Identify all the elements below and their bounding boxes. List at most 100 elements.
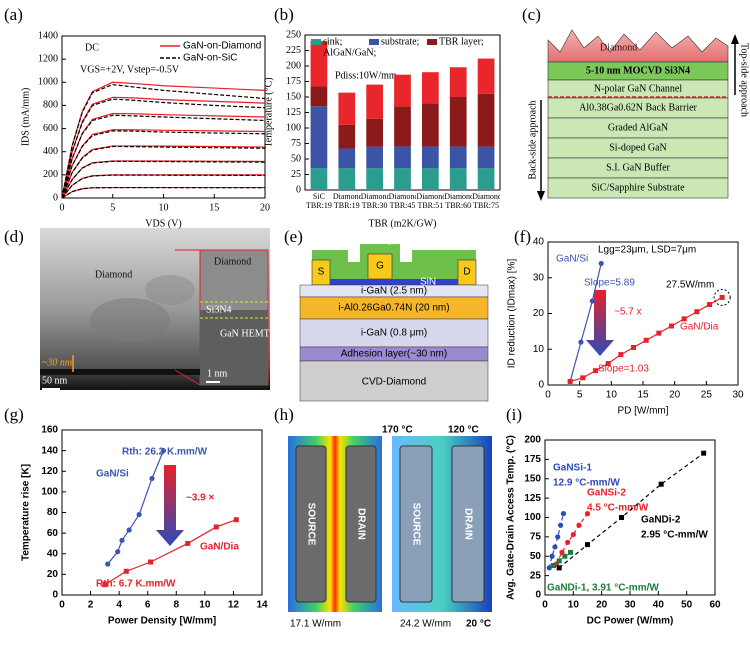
approach-label: Top-side approach xyxy=(739,43,750,117)
layer-label: Al0.38Ga0.62N Back Barrier xyxy=(579,102,697,113)
y-axis-label: IDS (mA/mm) xyxy=(20,88,31,147)
point xyxy=(585,542,590,548)
point xyxy=(213,524,219,530)
thermal-images: 170 °C 120 °C SOURCE DRAIN SOURCE DRAIN … xyxy=(288,425,492,630)
panel-label: (b) xyxy=(274,5,294,24)
bar-segment xyxy=(366,146,383,169)
point xyxy=(658,481,664,487)
iv-curve xyxy=(61,160,266,199)
bar-segment xyxy=(394,74,411,107)
x-tick-label: 20 xyxy=(260,202,270,213)
point xyxy=(115,549,121,555)
y-tick-label: 25 xyxy=(291,169,301,180)
x-tick-label: Diamond TBR:75 xyxy=(472,192,500,210)
legend-swatch xyxy=(311,39,321,45)
point xyxy=(565,539,571,545)
x-tick-label-box: SiC TBR:19 xyxy=(306,192,332,210)
temperature-label: 120 °C xyxy=(448,425,479,436)
y-tick-label: 200 xyxy=(43,169,58,180)
layer-label: Graded AlGaN xyxy=(608,122,668,133)
point xyxy=(669,323,674,329)
device-cross-section: SiN S G D SiN i-GaN (2.5 nm) i-Al0.26Ga0… xyxy=(299,237,489,402)
iv-curve xyxy=(61,174,266,199)
y-tick-label: 200 xyxy=(286,60,301,71)
y-axis-label: Avg. Gate-Drain Access Temp. (°C) xyxy=(506,435,517,600)
pad-label: DRAIN xyxy=(355,508,366,540)
bar-segment xyxy=(310,168,328,190)
pad-label: SOURCE xyxy=(410,503,421,546)
x-tick-label: 0 xyxy=(542,600,548,611)
x-tick-label: 15 xyxy=(209,202,219,213)
bar-segment xyxy=(338,92,356,125)
source-pad xyxy=(399,445,433,603)
x-tick-label-box: Diamond TBR:45 xyxy=(389,192,417,210)
annotation: Rth: 6.7 K.mm/W xyxy=(96,579,176,590)
series-line xyxy=(553,551,571,567)
point xyxy=(560,511,567,517)
y-tick-label: 1000 xyxy=(38,77,58,88)
x-tick-label: 30 xyxy=(624,600,636,611)
x-tick-label: 40 xyxy=(653,600,665,611)
point xyxy=(598,260,604,267)
x-tick-label: 0 xyxy=(59,600,65,611)
tem-label: ~30 nm xyxy=(42,357,72,368)
bar-segment xyxy=(394,106,411,147)
point xyxy=(568,549,573,555)
x-tick-label: 4 xyxy=(116,600,122,611)
point xyxy=(580,375,586,381)
contact-label: D xyxy=(463,267,470,278)
point xyxy=(546,565,552,571)
point xyxy=(567,378,573,384)
y-tick-label: 30 xyxy=(533,272,545,283)
point xyxy=(701,450,707,456)
iv-curve xyxy=(61,160,266,199)
x-tick-label-box: Diamond TBR:75 xyxy=(472,192,500,210)
texture xyxy=(90,298,170,342)
legend-label: TBR layer; xyxy=(439,36,484,47)
y-tick-label: 40 xyxy=(533,237,545,248)
iv-curve xyxy=(61,81,266,199)
series-line xyxy=(555,513,588,565)
y-tick-label: 80 xyxy=(47,507,59,518)
approach-label: Back-side approach xyxy=(527,100,538,179)
annotation: 4.5 °C-mm/W xyxy=(587,503,649,514)
panel-label: (c) xyxy=(522,5,541,24)
tem-label: Diamond xyxy=(214,256,251,267)
y-tick-label: 0 xyxy=(53,192,58,203)
layer-label: SiN xyxy=(386,237,402,248)
point xyxy=(578,339,584,345)
x-tick-label: Diamond TBR:30 xyxy=(360,192,389,210)
panel-label: (f) xyxy=(514,227,531,246)
point xyxy=(549,553,555,559)
layer xyxy=(299,318,489,348)
x-tick-label: 14 xyxy=(256,600,268,611)
legend-swatch xyxy=(311,50,321,56)
x-tick-label: 5 xyxy=(110,202,115,213)
point xyxy=(562,553,568,559)
layer-label: i-GaN (2.5 nm) xyxy=(361,286,427,297)
y-tick-label: 1400 xyxy=(38,30,58,41)
x-tick-label: 20 xyxy=(596,600,608,611)
point xyxy=(123,568,129,574)
y-tick-label: 0 xyxy=(535,590,541,601)
iv-curve xyxy=(61,112,266,199)
point xyxy=(102,582,108,588)
legend-label: sink; xyxy=(323,36,343,47)
iv-curve xyxy=(61,145,266,199)
bar-segment xyxy=(422,146,439,169)
y-tick-label: 0 xyxy=(538,380,544,391)
y-tick-label: 120 xyxy=(41,466,58,477)
x-axis-label: TBR (m2K/GW) xyxy=(368,218,436,229)
bar-segment xyxy=(366,118,383,147)
y-tick-label: 600 xyxy=(43,123,58,134)
y-tick-label: 75 xyxy=(291,138,301,149)
point xyxy=(556,565,562,571)
annotation: ~3.9 × xyxy=(186,493,215,504)
drain-pad xyxy=(451,445,485,603)
bar-segment xyxy=(366,168,383,190)
iv-curve xyxy=(61,129,266,199)
bar-segment xyxy=(449,97,467,147)
panel-label: (g) xyxy=(4,405,24,424)
scale-label: 50 nm xyxy=(42,375,68,386)
point xyxy=(119,537,125,543)
